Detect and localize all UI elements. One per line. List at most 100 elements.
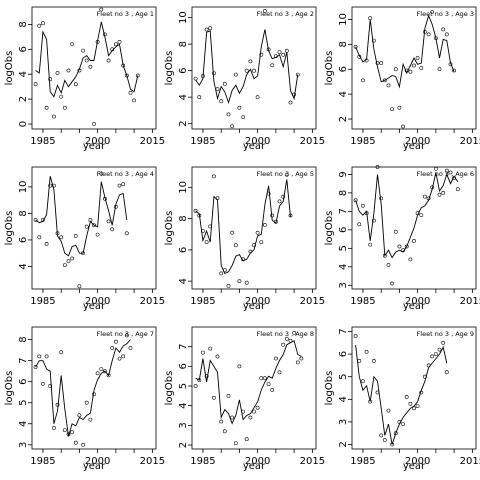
observed-point: [37, 354, 42, 359]
observed-point: [379, 196, 384, 201]
observed-point: [70, 430, 75, 435]
observed-point: [73, 82, 78, 87]
observed-point: [62, 428, 67, 433]
y-tick-label: 8: [338, 190, 349, 196]
x-tick-label: 2015: [460, 296, 480, 307]
y-tick-label: 8: [18, 210, 29, 216]
y-tick-label: 5: [338, 245, 349, 251]
observed-point: [368, 399, 373, 404]
observed-point: [277, 50, 282, 55]
observed-point: [430, 185, 435, 190]
fitted-line: [355, 172, 459, 259]
observed-point: [200, 74, 205, 78]
y-axis-label: logObs: [164, 211, 175, 246]
y-tick-label: 6: [338, 351, 349, 357]
observed-point: [237, 279, 242, 284]
observed-point: [255, 405, 260, 410]
observed-point: [121, 182, 126, 187]
y-tick-label: 8: [18, 21, 29, 27]
x-tick-label: 1985: [30, 296, 55, 307]
y-tick-label: 9: [338, 171, 349, 177]
y-tick-label: 4: [18, 421, 29, 427]
observed-point: [393, 67, 398, 72]
observed-point: [62, 263, 67, 268]
observed-point: [62, 105, 67, 110]
panel-title: Fleet no 3 , Age 7: [97, 330, 154, 338]
observed-point: [419, 66, 424, 70]
observed-point: [124, 73, 129, 78]
x-tick-label: 2015: [300, 296, 325, 307]
observed-point: [262, 9, 267, 13]
observed-point: [419, 213, 424, 218]
observed-point: [226, 393, 231, 398]
observed-point: [88, 218, 93, 222]
observed-point: [110, 227, 115, 232]
observed-point: [412, 406, 416, 411]
observed-point: [99, 367, 104, 372]
panel-title: Fleet no 3 , Age 9: [417, 330, 474, 338]
observed-point: [353, 44, 358, 49]
observed-point: [357, 222, 362, 227]
observed-point: [66, 432, 71, 437]
observed-point: [393, 431, 398, 436]
y-tick-label: 6: [178, 247, 189, 253]
observed-point: [419, 390, 424, 395]
fitted-line: [355, 345, 448, 445]
observed-point: [193, 76, 198, 81]
observed-point: [444, 370, 449, 375]
observed-point: [382, 78, 387, 83]
observed-point: [193, 384, 198, 388]
observed-point: [353, 198, 358, 203]
observed-point: [401, 248, 406, 253]
observed-point: [422, 194, 427, 199]
x-tick-label: 1985: [350, 296, 375, 307]
y-tick-label: 6: [338, 66, 349, 72]
observed-point: [364, 211, 369, 216]
observed-point: [401, 124, 406, 129]
x-tick-label: 2000: [245, 456, 270, 467]
observed-point: [52, 183, 56, 188]
observed-point: [375, 165, 380, 169]
y-tick-label: 4: [338, 396, 349, 402]
observed-point: [281, 194, 286, 199]
observed-point: [128, 91, 133, 95]
observed-point: [197, 378, 202, 383]
observed-point: [99, 171, 104, 176]
observed-point: [114, 204, 118, 209]
observed-point: [386, 408, 391, 413]
observed-point: [124, 333, 129, 338]
observed-point: [114, 42, 118, 47]
observed-point: [408, 401, 413, 406]
observed-point: [233, 72, 238, 77]
observed-point: [284, 336, 289, 341]
x-tick-label: 2015: [300, 136, 325, 147]
panel-6: 1985 2000 2015 3 4 5 6 7 8 9 Fleet no 3 , Age 6 yea…: [324, 165, 480, 312]
observed-point: [44, 241, 49, 246]
plot-frame: [191, 166, 317, 290]
plot-frame: [31, 166, 157, 290]
observed-point: [241, 409, 246, 414]
observed-point: [295, 360, 300, 365]
observed-point: [248, 59, 253, 64]
observed-point: [292, 92, 297, 97]
observed-point: [48, 183, 53, 188]
observed-point: [211, 395, 216, 400]
observed-point: [412, 238, 416, 243]
plot-frame: [31, 326, 157, 450]
observed-point: [226, 283, 231, 288]
observed-point: [288, 213, 293, 218]
observed-point: [95, 232, 100, 237]
observed-point: [59, 235, 64, 240]
observed-point: [41, 381, 45, 386]
observed-point: [237, 364, 242, 369]
panel-3: 1985 2000 2015 2 4 6 8 10 Fleet no 3 , Age 3 year…: [324, 6, 480, 152]
observed-point: [422, 29, 427, 34]
observed-point: [252, 243, 256, 248]
observed-point: [448, 62, 453, 67]
y-tick-label: 6: [338, 227, 349, 233]
observed-point: [244, 280, 249, 285]
observed-point: [437, 67, 442, 72]
observed-point: [259, 376, 264, 381]
fitted-line: [195, 179, 291, 274]
observed-point: [222, 82, 227, 86]
